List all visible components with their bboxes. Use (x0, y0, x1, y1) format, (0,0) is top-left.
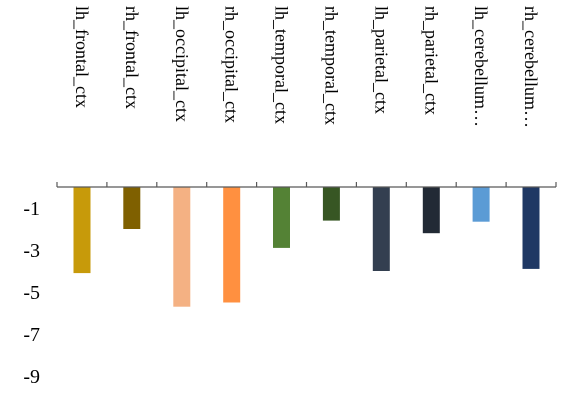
category-label: lh_temporal_ctx (272, 6, 292, 124)
category-label: lh_frontal_ctx (72, 6, 92, 108)
category-labels: lh_frontal_ctx rh_frontal_ctx lh_occipital… (72, 6, 541, 128)
category-label: lh_occipital_ctx (172, 6, 192, 122)
bar-rh_temporal_ctx (322, 187, 340, 221)
category-label: rh_parietal_ctx (421, 6, 441, 115)
bar-lh_temporal_ctx (273, 187, 290, 248)
y-tick-label: -7 (23, 324, 40, 346)
category-label: rh_frontal_ctx (122, 6, 142, 109)
bar-lh_frontal_ctx (73, 187, 91, 274)
bar-rh_cerebellum (522, 187, 540, 269)
y-tick-label: -5 (23, 282, 40, 304)
category-label: rh_cerebellum… (521, 6, 541, 128)
bar-rh_parietal_ctx (422, 187, 440, 234)
x-axis (56, 182, 557, 188)
y-axis-tick-labels: -1 -3 -5 -7 -9 (23, 198, 40, 388)
y-tick-label: -9 (23, 366, 40, 388)
y-tick-label: -3 (23, 240, 40, 262)
bar-lh_parietal_ctx (372, 187, 390, 271)
category-label: lh_parietal_ctx (371, 6, 391, 114)
bar-rh_occipital_ctx (223, 187, 241, 303)
bar-lh_occipital_ctx (173, 187, 191, 307)
category-label: lh_cerebellum… (471, 6, 491, 127)
y-tick-label: -1 (23, 198, 40, 220)
category-label: rh_temporal_ctx (321, 6, 341, 125)
bar-series (73, 187, 540, 307)
bar-lh_cerebellum (472, 187, 490, 222)
category-label: rh_occipital_ctx (222, 6, 242, 123)
bar-rh_frontal_ctx (123, 187, 141, 229)
